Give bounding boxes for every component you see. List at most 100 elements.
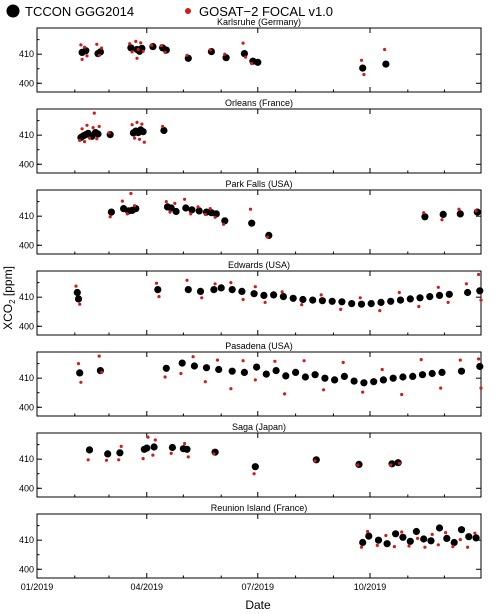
tccon-point <box>149 43 157 51</box>
gosat-point <box>440 218 444 222</box>
tccon-point <box>212 210 220 218</box>
panel-0: Karlsruhe (Germany) 400 410 <box>19 17 482 93</box>
gosat-point <box>213 215 217 219</box>
tccon-point <box>457 526 466 534</box>
gosat-point <box>95 137 99 141</box>
gosat-point <box>137 137 142 141</box>
gosat-point <box>436 543 440 547</box>
gosat-point <box>85 123 89 127</box>
gosat-point <box>83 140 87 144</box>
gosat-point <box>253 285 257 289</box>
gosat-point <box>150 43 154 47</box>
gosat-point <box>203 212 207 216</box>
gosat-point <box>128 42 132 46</box>
gosat-point <box>229 281 233 285</box>
gosat-point <box>141 457 145 461</box>
tccon-point <box>82 47 90 55</box>
gosat-point <box>169 451 173 455</box>
gosat-point <box>436 285 440 289</box>
y-tick-label: 400 <box>19 402 34 412</box>
legend-marker-gosat <box>185 8 191 14</box>
tccon-point <box>387 297 395 305</box>
y-axis-label-subscript: 2 <box>8 299 17 304</box>
gosat-point <box>241 41 245 45</box>
tccon-point <box>139 128 147 136</box>
gosat-point <box>479 386 483 390</box>
gosat-point <box>146 435 150 439</box>
gosat-point <box>134 39 138 44</box>
panel-title: Edwards (USA) <box>228 260 290 270</box>
legend: TCCON GGG2014 GOSAT−2 FOCAL v1.0 <box>6 4 333 19</box>
panel-1: Orleans (France) 400 410 <box>19 98 482 174</box>
tccon-point <box>456 210 464 218</box>
gosat-point <box>416 536 420 541</box>
gosat-point <box>213 282 217 286</box>
gosat-point <box>79 380 83 384</box>
gosat-point <box>97 124 101 129</box>
tccon-point <box>202 364 211 372</box>
gosat-point <box>183 441 187 446</box>
gosat-point <box>444 531 448 535</box>
tccon-point <box>360 379 368 387</box>
gosat-point <box>79 43 83 47</box>
gosat-point <box>356 463 360 467</box>
gosat-point <box>319 293 323 297</box>
gosat-point <box>458 538 462 542</box>
tccon-point <box>348 300 356 308</box>
gosat-point <box>263 300 267 304</box>
tccon-point <box>388 460 396 468</box>
gosat-point <box>78 138 82 142</box>
tccon-point <box>473 208 481 216</box>
tccon-point <box>250 290 258 298</box>
tccon-point <box>260 291 268 299</box>
gosat-point <box>97 354 101 358</box>
gosat-point <box>359 545 364 549</box>
gosat-point <box>130 123 134 127</box>
tccon-point <box>338 298 346 306</box>
tccon-point <box>182 204 190 212</box>
gosat-point <box>366 529 370 534</box>
tccon-point <box>190 362 198 370</box>
tccon-point <box>154 286 162 294</box>
tccon-point <box>406 295 414 303</box>
gosat-point <box>361 390 365 394</box>
panel-frame <box>36 189 482 255</box>
tccon-point <box>379 376 387 384</box>
x-axis-label: Date <box>245 598 271 612</box>
gosat-point <box>161 124 165 129</box>
panel-4: Pasadena (USA) 400 410 <box>19 341 484 417</box>
tccon-point <box>228 286 236 294</box>
tccon-point <box>435 524 444 532</box>
gosat-point <box>419 358 423 362</box>
gosat-point <box>140 122 144 126</box>
gosat-point <box>135 120 139 124</box>
gosat-point <box>474 209 478 213</box>
tccon-point <box>418 371 427 379</box>
gosat-point <box>80 127 84 131</box>
gosat-point <box>280 290 284 294</box>
gosat-point <box>392 545 396 549</box>
tccon-point <box>357 300 366 308</box>
tccon-point <box>476 362 484 371</box>
tccon-point <box>464 288 472 297</box>
gosat-point <box>153 438 157 442</box>
tccon-point <box>421 213 429 221</box>
gosat-point <box>91 126 95 130</box>
gosat-point <box>78 302 82 306</box>
gosat-point <box>133 136 137 140</box>
gosat-point <box>87 136 92 140</box>
tccon-point <box>318 297 326 305</box>
panel-frame <box>36 432 482 498</box>
gosat-point <box>189 212 193 216</box>
gosat-point <box>477 272 481 277</box>
tccon-point <box>289 294 297 302</box>
tccon-point <box>94 130 102 138</box>
gosat-point <box>92 111 96 115</box>
legend-item-gosat: GOSAT−2 FOCAL v1.0 <box>185 4 333 19</box>
gosat-point <box>179 371 183 376</box>
gosat-point <box>248 207 253 211</box>
y-tick-label: 400 <box>19 321 34 331</box>
tccon-point <box>438 368 446 376</box>
gosat-point <box>241 297 245 302</box>
gosat-point <box>83 45 87 49</box>
